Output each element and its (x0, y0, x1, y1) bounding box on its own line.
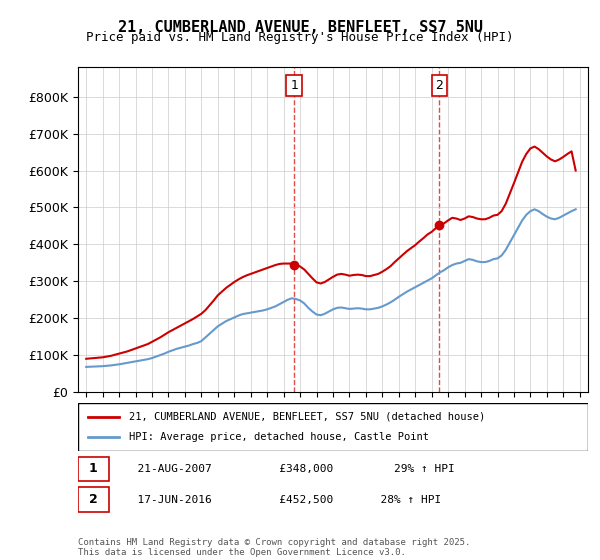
Text: 21, CUMBERLAND AVENUE, BENFLEET, SS7 5NU: 21, CUMBERLAND AVENUE, BENFLEET, SS7 5NU (118, 20, 482, 35)
Text: Price paid vs. HM Land Registry's House Price Index (HPI): Price paid vs. HM Land Registry's House … (86, 31, 514, 44)
Text: 2: 2 (436, 79, 443, 92)
FancyBboxPatch shape (78, 487, 109, 512)
Text: 1: 1 (89, 463, 98, 475)
Text: 2: 2 (89, 493, 98, 506)
Text: 21-AUG-2007          £348,000         29% ↑ HPI: 21-AUG-2007 £348,000 29% ↑ HPI (124, 464, 455, 474)
Text: 1: 1 (290, 79, 298, 92)
Text: 17-JUN-2016          £452,500       28% ↑ HPI: 17-JUN-2016 £452,500 28% ↑ HPI (124, 495, 441, 505)
Text: 21, CUMBERLAND AVENUE, BENFLEET, SS7 5NU (detached house): 21, CUMBERLAND AVENUE, BENFLEET, SS7 5NU… (129, 412, 485, 422)
FancyBboxPatch shape (78, 457, 109, 481)
Text: HPI: Average price, detached house, Castle Point: HPI: Average price, detached house, Cast… (129, 432, 429, 442)
FancyBboxPatch shape (78, 403, 588, 451)
Text: Contains HM Land Registry data © Crown copyright and database right 2025.
This d: Contains HM Land Registry data © Crown c… (78, 538, 470, 557)
